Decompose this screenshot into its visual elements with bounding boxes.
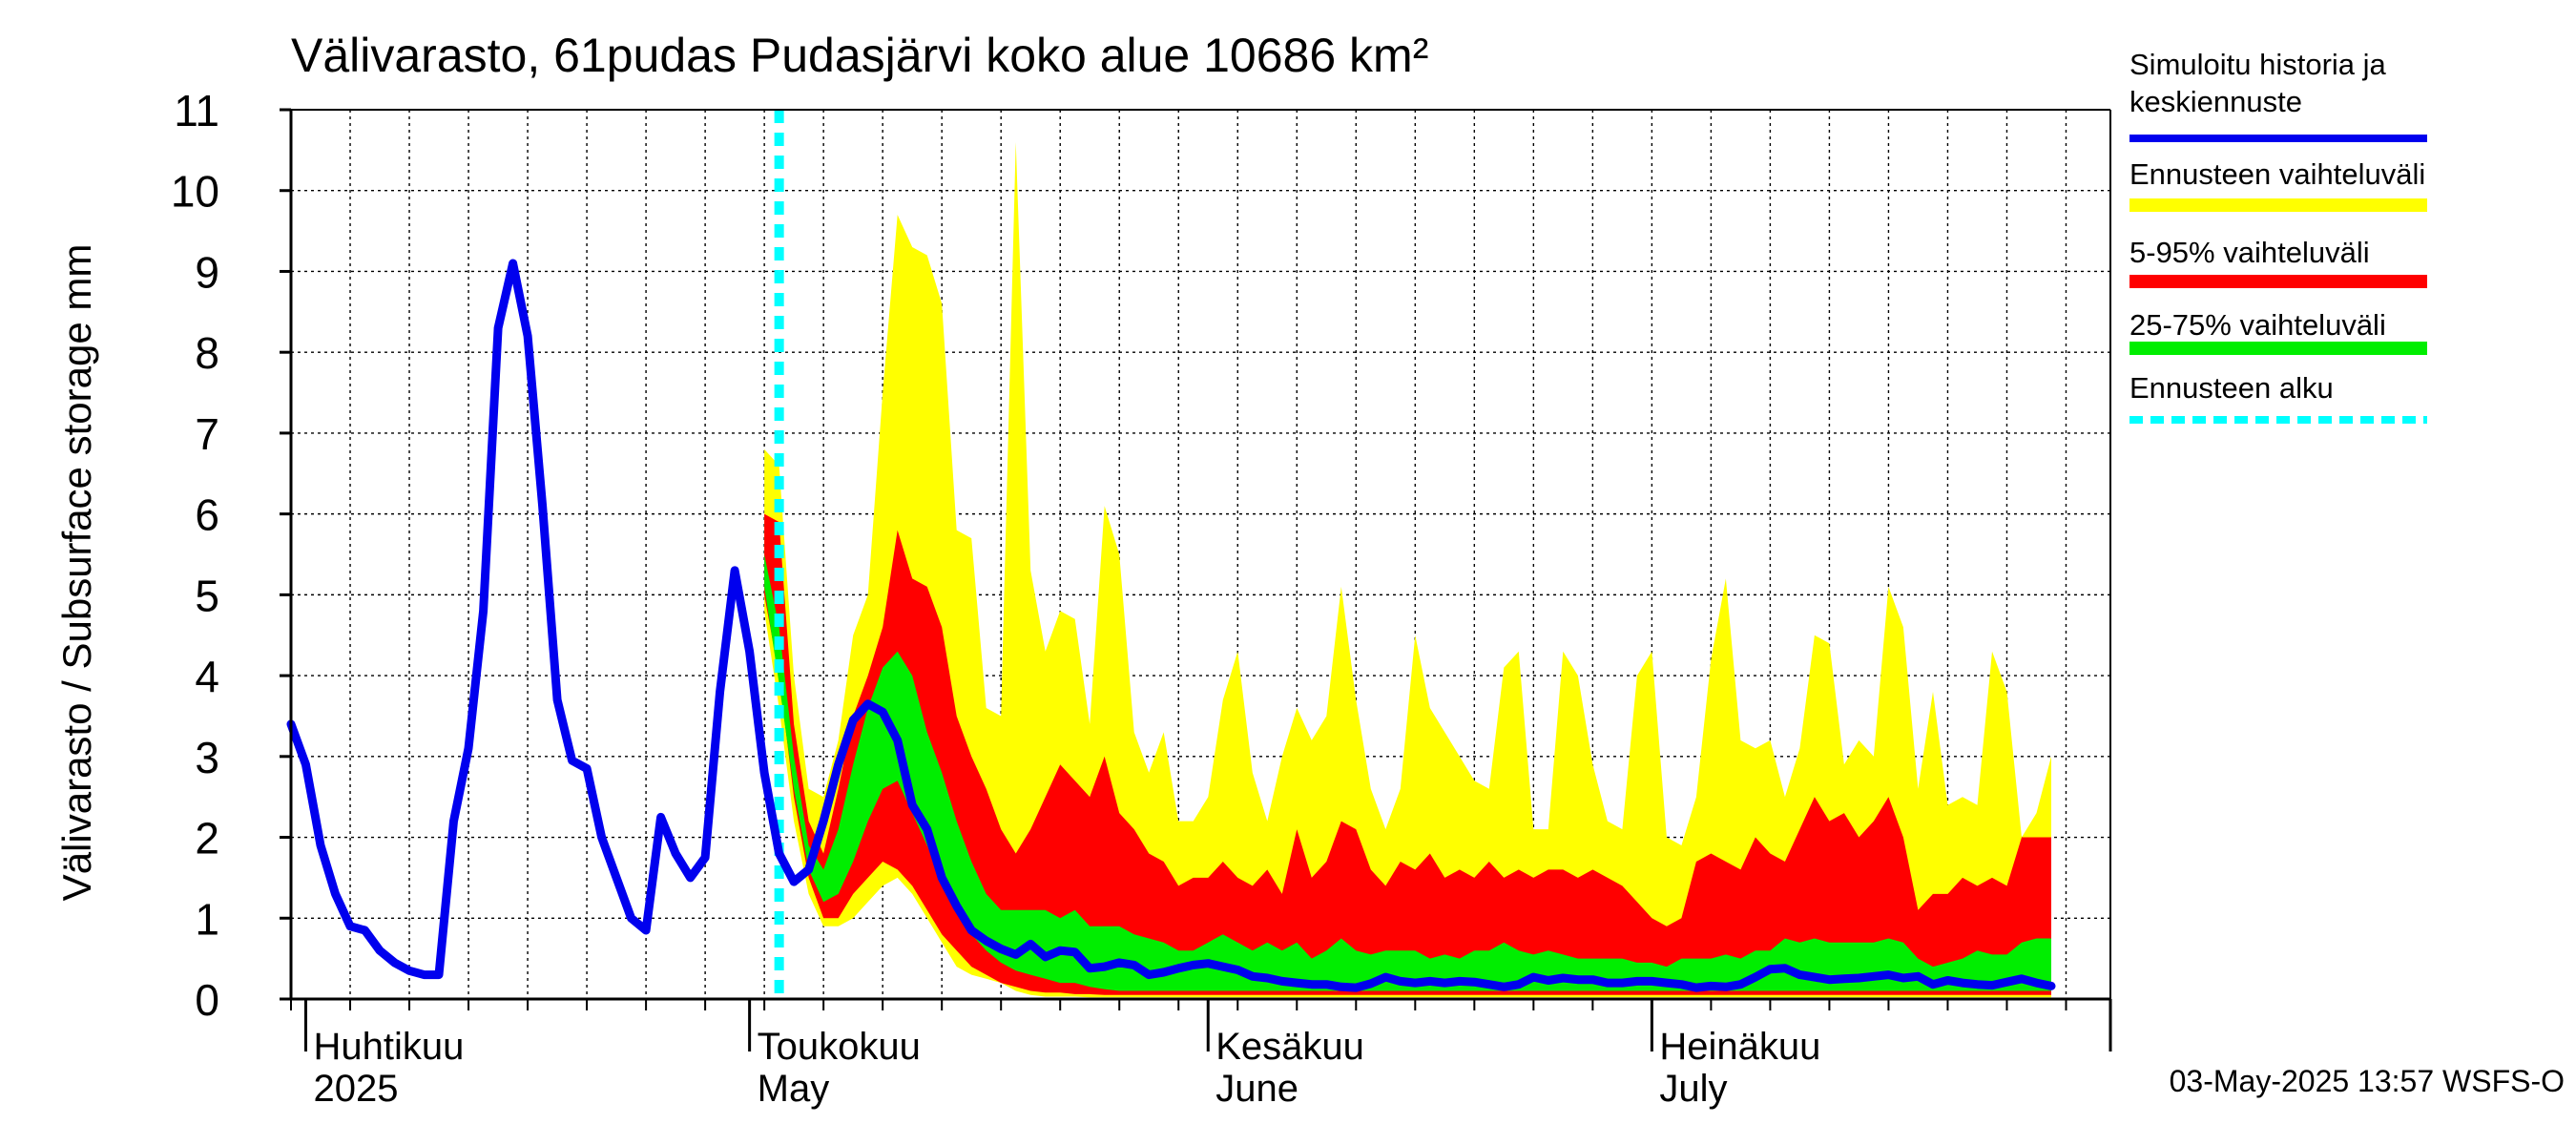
series-lines bbox=[286, 110, 2056, 999]
x-month-label-en: July bbox=[1659, 1068, 1727, 1110]
grid bbox=[290, 109, 2110, 1000]
x-month-label-fi: Heinäkuu bbox=[1659, 1026, 1820, 1068]
y-tick-label: 8 bbox=[195, 328, 219, 378]
band-range bbox=[764, 141, 2051, 998]
chart-title: Välivarasto, 61pudas Pudasjärvi koko alu… bbox=[291, 29, 1428, 82]
legend-label: Simuloitu historia ja bbox=[2129, 48, 2387, 81]
y-ticks: 0 1 2 3 4 5 6 7 8 9 10 11 bbox=[171, 86, 291, 1025]
y-tick-label: 6 bbox=[195, 490, 219, 540]
forecast-bands bbox=[764, 141, 2051, 998]
y-tick-label: 0 bbox=[195, 975, 219, 1025]
series-line bbox=[286, 259, 2056, 992]
x-month-label-fi: Toukokuu bbox=[758, 1026, 921, 1068]
x-month-label-en: 2025 bbox=[314, 1068, 399, 1110]
y-tick-label: 4 bbox=[195, 652, 219, 701]
band-5-95 bbox=[764, 513, 2051, 995]
x-month-label-fi: Huhtikuu bbox=[314, 1026, 465, 1068]
legend-label: Ennusteen vaihteluväli bbox=[2129, 157, 2425, 191]
footer-timestamp: 03-May-2025 13:57 WSFS-O bbox=[2170, 1064, 2565, 1098]
y-tick-label: 5 bbox=[195, 571, 219, 620]
legend-label: 5-95% vaihteluväli bbox=[2129, 236, 2370, 269]
legend: Simuloitu historia ja keskiennuste Ennuste… bbox=[2129, 48, 2427, 424]
legend-label: Ennusteen alku bbox=[2129, 371, 2334, 405]
y-tick-label: 10 bbox=[171, 167, 219, 217]
x-month-label-en: June bbox=[1215, 1068, 1298, 1110]
y-tick-label: 9 bbox=[195, 247, 219, 297]
y-tick-label: 3 bbox=[195, 733, 219, 782]
y-axis-label: Välivarasto / Subsurface storage mm bbox=[54, 244, 99, 902]
x-month-label-en: May bbox=[758, 1068, 830, 1110]
plot-frame bbox=[289, 109, 2111, 1001]
legend-label: 25-75% vaihteluväli bbox=[2129, 308, 2386, 342]
y-tick-label: 7 bbox=[195, 409, 219, 459]
legend-label: keskiennuste bbox=[2129, 85, 2302, 118]
x-month-label-fi: Kesäkuu bbox=[1215, 1026, 1364, 1068]
y-tick-label: 2 bbox=[195, 814, 219, 864]
y-tick-label: 11 bbox=[174, 86, 219, 135]
y-tick-label: 1 bbox=[195, 894, 219, 944]
